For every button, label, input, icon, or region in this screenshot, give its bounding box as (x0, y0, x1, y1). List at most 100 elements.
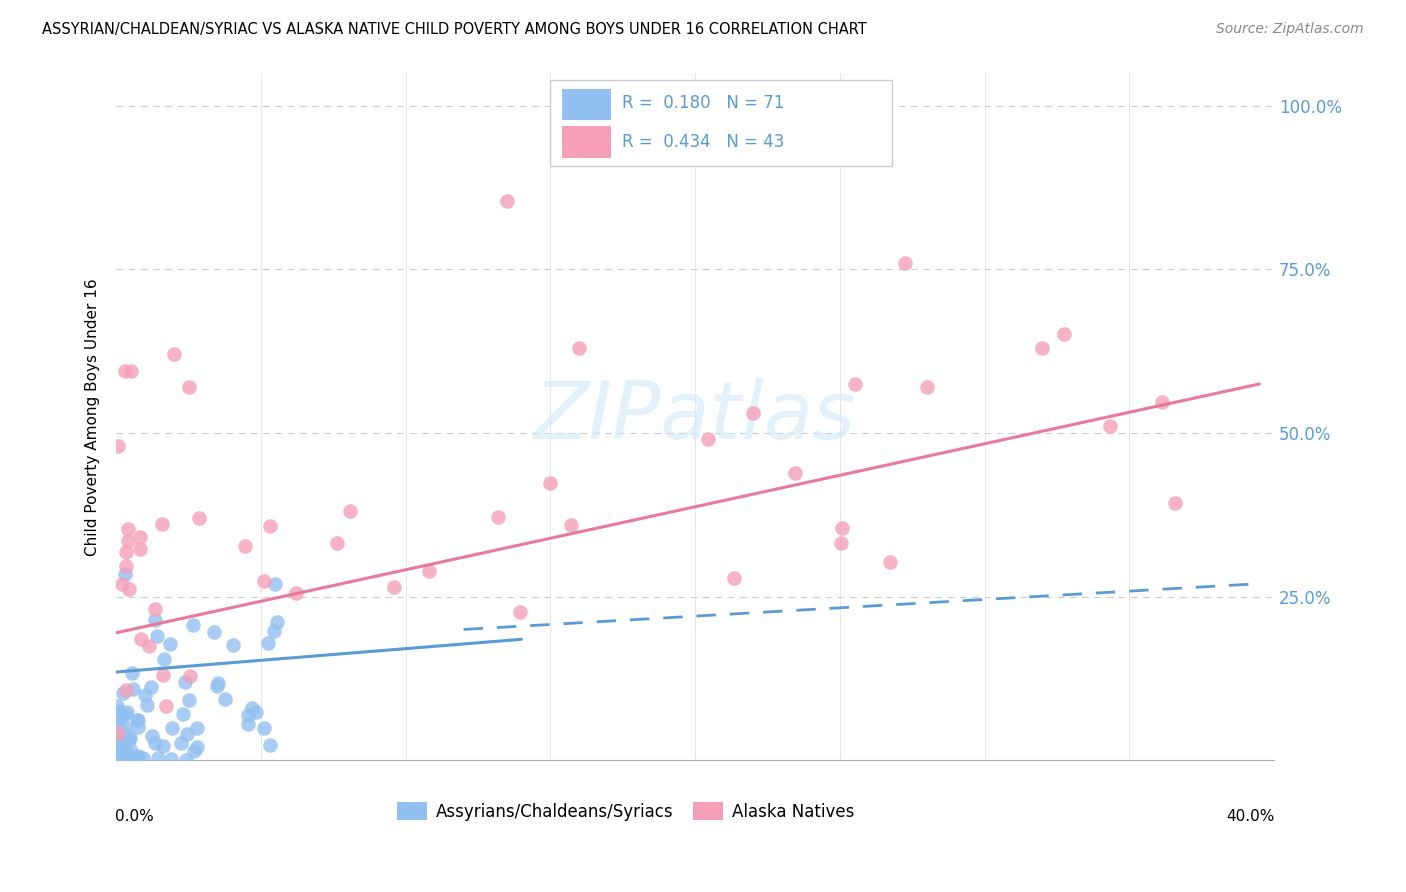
Point (159, 637, 181, 651)
Point (125, 749, 148, 764)
Point (118, 742, 141, 756)
Point (496, 194, 519, 208)
Point (117, 534, 139, 549)
Point (176, 726, 198, 740)
Point (509, 605, 531, 619)
Point (146, 629, 169, 643)
Point (138, 639, 160, 653)
Point (141, 680, 163, 694)
Point (111, 741, 134, 756)
Point (418, 564, 440, 578)
Point (486, 509, 509, 524)
Point (240, 701, 263, 715)
Point (831, 520, 853, 534)
Point (204, 624, 226, 639)
Point (177, 380, 200, 394)
Point (108, 705, 131, 719)
Point (894, 256, 917, 270)
Point (127, 713, 149, 727)
Point (108, 711, 131, 725)
Point (107, 725, 129, 739)
Point (111, 577, 134, 591)
Point (127, 713, 149, 727)
Point (112, 726, 135, 740)
Text: R =  0.434   N = 43: R = 0.434 N = 43 (623, 133, 785, 151)
Point (222, 638, 245, 652)
Point (1031, 341, 1053, 355)
Point (118, 732, 141, 747)
Point (568, 341, 591, 355)
Point (238, 707, 260, 722)
Point (114, 545, 136, 559)
Point (129, 542, 152, 557)
Point (285, 586, 308, 600)
Point (110, 710, 132, 724)
Point (830, 535, 852, 549)
Point (188, 511, 211, 525)
Point (253, 721, 276, 735)
Point (112, 749, 135, 764)
Point (339, 504, 361, 518)
Point (118, 582, 141, 596)
Text: Source: ZipAtlas.com: Source: ZipAtlas.com (1216, 22, 1364, 37)
Point (114, 720, 136, 734)
Point (135, 698, 157, 712)
Point (107, 745, 129, 759)
Point (107, 730, 129, 744)
FancyBboxPatch shape (562, 126, 610, 158)
Point (172, 706, 194, 721)
Point (174, 753, 197, 767)
Point (326, 536, 349, 550)
Point (122, 681, 145, 696)
Point (107, 751, 129, 765)
Point (115, 559, 138, 574)
Point (114, 682, 136, 697)
Point (266, 615, 288, 629)
Point (915, 380, 938, 394)
Point (174, 675, 197, 690)
Text: 0.0%: 0.0% (115, 808, 153, 823)
Point (153, 652, 176, 666)
Point (115, 746, 138, 760)
Y-axis label: Child Poverty Among Boys Under 16: Child Poverty Among Boys Under 16 (86, 278, 100, 556)
Point (120, 364, 142, 378)
Point (112, 686, 135, 700)
Point (108, 706, 131, 721)
Point (186, 722, 208, 736)
Point (114, 364, 136, 378)
Point (114, 707, 136, 722)
Point (214, 692, 236, 706)
FancyBboxPatch shape (562, 89, 610, 120)
Point (155, 699, 177, 714)
Point (129, 632, 152, 646)
Point (263, 624, 285, 639)
Point (1053, 327, 1076, 342)
Point (143, 736, 166, 750)
Point (207, 679, 229, 693)
Point (150, 517, 173, 532)
Point (1099, 418, 1122, 433)
Point (1152, 394, 1174, 409)
Point (105, 699, 128, 714)
Text: R =  0.180   N = 71: R = 0.180 N = 71 (623, 94, 785, 112)
FancyBboxPatch shape (550, 80, 891, 166)
Point (723, 571, 745, 585)
Point (233, 540, 256, 554)
Point (163, 347, 186, 361)
Point (143, 601, 166, 615)
Point (170, 736, 193, 750)
Point (177, 693, 200, 707)
Point (844, 376, 866, 391)
Point (160, 752, 183, 766)
Point (127, 749, 149, 764)
Point (120, 731, 142, 745)
Point (186, 740, 208, 755)
Point (236, 717, 259, 731)
Point (152, 739, 174, 753)
Point (264, 576, 287, 591)
Text: 40.0%: 40.0% (1226, 808, 1275, 823)
Point (879, 555, 901, 569)
Point (146, 751, 169, 765)
Point (152, 668, 174, 682)
Point (128, 530, 150, 544)
